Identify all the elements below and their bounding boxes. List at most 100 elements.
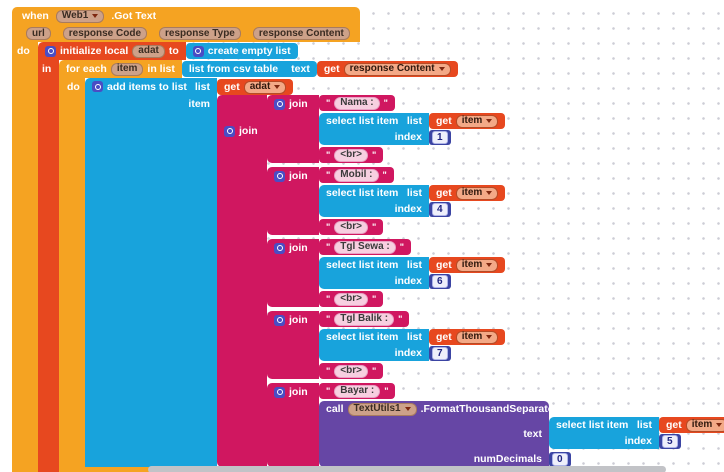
quote-mark: " [326,222,331,232]
text-string-block[interactable]: " <br> " [319,363,384,379]
get-adat-block[interactable]: get adat [217,79,294,95]
get-variable-dropdown[interactable]: item [455,186,499,200]
text-string-block[interactable]: " Nama : " [319,95,395,111]
mutator-gear-icon[interactable] [274,242,285,254]
event-name-label: .Got Text [111,10,157,22]
text-string-block[interactable]: " Tgl Sewa : " [319,239,412,255]
param-response-code[interactable]: response Code [62,27,148,40]
mutator-gear-icon[interactable] [92,81,103,92]
select-list-item-label: select list item [326,331,399,343]
loop-variable-field[interactable]: item [110,62,144,76]
get-variable-dropdown[interactable]: response Content [343,62,451,76]
when-web1-gottext-block[interactable]: when Web1 .Got Text url response Code re… [12,7,724,472]
select-list-item-block[interactable]: select list item list [319,113,506,145]
number-field[interactable]: 4 [432,203,448,216]
get-variable-dropdown[interactable]: item [455,330,499,344]
get-variable-dropdown[interactable]: item [685,418,724,432]
number-field[interactable]: 0 [552,453,568,466]
text-string-block[interactable]: " <br> " [319,291,384,307]
select-list-item-header: select list item list [319,113,429,129]
text-string-block[interactable]: " Mobil : " [319,167,394,183]
select-list-item-block[interactable]: select list item list [319,257,506,289]
join-block[interactable]: join " Tgl Balik : [267,311,506,379]
number-block[interactable]: 6 [429,274,451,289]
join-label: join [289,314,308,326]
number-field[interactable]: 1 [432,131,448,144]
text-field[interactable]: Nama : [334,96,380,110]
for-each-do-spine: do [59,78,85,467]
text-string-block[interactable]: " Bayar : " [319,383,396,399]
number-block[interactable]: 4 [429,202,451,217]
select-list-item-block[interactable]: select list item list [319,329,506,361]
number-field[interactable]: 6 [432,275,448,288]
text-field[interactable]: Tgl Balik : [334,312,395,326]
dropdown-arrow-icon [716,423,723,427]
get-item-block[interactable]: get item [659,417,724,433]
component-dropdown[interactable]: TextUtils1 [347,402,417,416]
mutator-gear-icon[interactable] [274,314,285,326]
add-items-to-list-block[interactable]: add items to list list get adat [85,78,724,467]
get-variable-dropdown[interactable]: adat [243,80,287,94]
quote-mark: " [326,170,331,180]
text-field[interactable]: <br> [334,364,368,378]
mutator-gear-icon[interactable] [274,386,285,398]
join-block[interactable]: join " Nama : [267,95,506,163]
number-block[interactable]: 5 [659,434,681,449]
get-variable-dropdown[interactable]: item [455,258,499,272]
text-string-block[interactable]: " Tgl Balik : " [319,311,410,327]
number-field[interactable]: 5 [662,435,678,448]
text-field[interactable]: Bayar : [334,384,381,398]
text-field[interactable]: <br> [334,220,368,234]
get-item-block[interactable]: get item [429,113,506,129]
component-dropdown[interactable]: Web1 [55,9,105,23]
mutator-gear-icon[interactable] [45,45,56,57]
mutator-gear-icon[interactable] [274,98,285,110]
number-block[interactable]: 1 [429,130,451,145]
number-block[interactable]: 0 [549,452,571,467]
select-list-item-header: select list item list [319,185,429,201]
local-variable-field[interactable]: adat [132,44,165,58]
get-item-block[interactable]: get item [429,257,506,273]
mutator-gear-icon[interactable] [192,45,204,57]
select-list-item-block[interactable]: select list item list [549,417,724,449]
call-formatthousandseparator-block[interactable]: call TextUtils1 [319,401,724,467]
select-list-item-block[interactable]: select list item list [319,185,506,217]
param-response-type[interactable]: response Type [159,27,241,40]
component-name: TextUtils1 [353,403,401,414]
numdecimals-socket-cell: numDecimals [319,451,549,467]
text-field[interactable]: Mobil : [334,168,379,182]
select-list-item-label: select list item [326,259,399,271]
horizontal-scrollbar[interactable] [148,466,666,472]
get-item-block[interactable]: get item [429,329,506,345]
get-item-block[interactable]: get item [429,185,506,201]
list-from-csv-table-block[interactable]: list from csv table text get response [181,61,458,77]
outer-join-block[interactable]: join join [217,95,724,467]
get-variable-dropdown[interactable]: item [455,114,499,128]
join-block[interactable]: join " Mobil : [267,167,506,235]
join-block[interactable]: join " Tgl Sewa : [267,239,506,307]
text-field[interactable]: Tgl Sewa : [334,240,396,254]
join-block[interactable]: join " Bayar : [267,383,724,467]
text-string-block[interactable]: " <br> " [319,219,384,235]
do-label: do [17,45,30,57]
text-string-block[interactable]: " <br> " [319,147,384,163]
get-response-content-block[interactable]: get response Content [316,61,458,77]
mutator-gear-icon[interactable] [224,125,235,137]
param-url[interactable]: url [26,27,51,40]
quote-mark: " [326,366,331,376]
outer-join-spine [217,311,267,383]
select-list-item-header: select list item list [549,417,659,433]
initialize-local-block[interactable]: initialize local adat to create empty li… [38,42,724,472]
text-field[interactable]: <br> [334,148,368,162]
dropdown-arrow-icon [486,191,493,195]
number-block[interactable]: 7 [429,346,451,361]
number-field[interactable]: 7 [432,347,448,360]
index-socket-cell: index [319,273,429,289]
create-empty-list-block[interactable]: create empty list [185,43,298,59]
quote-mark: " [371,294,377,304]
param-response-content[interactable]: response Content [252,27,350,40]
for-each-block[interactable]: for each item in list list from csv tabl… [59,60,724,472]
text-field[interactable]: <br> [334,292,368,306]
mutator-gear-icon[interactable] [274,170,285,182]
